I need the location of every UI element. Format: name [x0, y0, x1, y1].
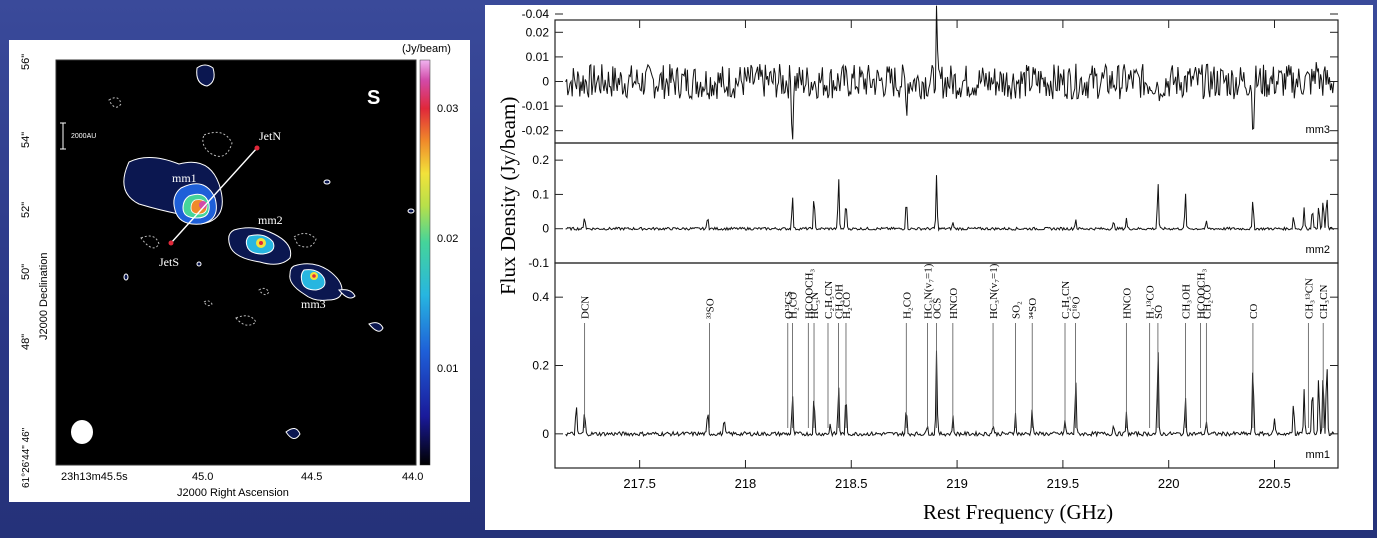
colorbar-tick-003: 0.03 [437, 103, 458, 115]
panel-letter: S [367, 87, 380, 109]
ytick-46: 61°26'44" 46" [21, 427, 32, 488]
map-area [55, 59, 417, 466]
ytick-label-mm3-4: -0.01 [522, 99, 550, 113]
jet-s-marker [168, 240, 174, 246]
label-jet-n: JetN [259, 129, 281, 143]
ytick-48: 48" [20, 334, 32, 350]
xtick-label-4: 219.5 [1047, 476, 1080, 491]
line-id-label-25: CH₃¹³CN [1303, 278, 1315, 319]
ytick-label-mm2-0: 0.2 [532, 153, 549, 167]
line-id-label-10: HC₃N(v₇=1) [922, 263, 934, 319]
xtick-45-0: 45.0 [192, 471, 213, 483]
line-id-label-21: CH₃OH [1180, 284, 1192, 319]
ytick-label-mm1-0: 0.4 [532, 290, 549, 304]
continuum-map-svg: JetS JetN mm1 mm2 mm3 S 2000AU 54" 56" 5… [20, 43, 458, 499]
ytick-50: 50" [20, 264, 32, 280]
xtick-label-0: 217.5 [623, 476, 656, 491]
line-id-label-16: C₂H₅CN [1060, 281, 1072, 319]
line-id-label-12: HNCO [948, 288, 960, 319]
ytick-label-mm3-0: -0.04 [522, 7, 550, 21]
line-id-label-11: OCS [932, 298, 944, 319]
spectra-ylabel: Flux Density (Jy/beam) [496, 97, 520, 295]
ytick-label-mm3-5: -0.02 [522, 124, 550, 138]
line-id-label-0: DCN [580, 296, 592, 319]
line-id-label-20: SO [1153, 305, 1165, 319]
xtick-label-2: 218.5 [835, 476, 868, 491]
panel-frame-mm2 [554, 142, 1339, 264]
source-mm3 [289, 263, 356, 301]
label-jet-s: JetS [159, 255, 179, 269]
line-id-label-15: ³⁴SO [1027, 298, 1039, 319]
line-id-label-2: O¹³CS [783, 291, 795, 319]
colorbar-unit: (Jy/beam) [402, 43, 451, 55]
ytick-label-mm3-1: 0.02 [526, 25, 550, 39]
scale-bar-label: 2000AU [71, 133, 96, 140]
xtick-label-5: 220 [1158, 476, 1180, 491]
map-ylabel: J2000 Declination [38, 253, 50, 340]
line-id-label-9: H₂CO [901, 292, 913, 319]
spectra-xlabel: Rest Frequency (GHz) [923, 500, 1113, 524]
continuum-map-panel: JetS JetN mm1 mm2 mm3 S 2000AU 54" 56" 5… [9, 40, 470, 502]
xtick-label-6: 220.5 [1258, 476, 1291, 491]
negative-contours [108, 97, 317, 326]
line-id-label-14: SO₂ [1010, 301, 1022, 319]
line-id-label-18: HNCO [1121, 288, 1133, 319]
xtick-44-0: 44.0 [402, 471, 423, 483]
spectra-panel: Flux Density (Jy/beam) Rest Frequency (G… [485, 5, 1373, 530]
ytick-54: 54" [20, 132, 32, 148]
label-mm1: mm1 [172, 171, 197, 185]
jet-axis-line [170, 147, 258, 244]
line-id-label-7: CH₃OH [834, 284, 846, 319]
panel-label-mm2: mm2 [1306, 244, 1330, 256]
ytick-56: 56" [20, 54, 32, 70]
spectrum-mm1 [565, 350, 1335, 438]
line-id-label-22: HCOOCH₃ [1195, 269, 1207, 319]
spectrum-mm2 [565, 175, 1335, 232]
line-id-label-1: ³³SO [704, 298, 716, 319]
panel-frame-mm1 [554, 262, 1339, 469]
ytick-label-mm1-1: 0.2 [532, 359, 549, 373]
line-id-label-4: HCOOCH₃ [803, 269, 815, 319]
colorbar-tick-002: 0.02 [437, 233, 458, 245]
xtick-44-5: 44.5 [301, 471, 322, 483]
label-mm3: mm3 [301, 297, 326, 311]
spectrum-mm3 [565, 5, 1335, 140]
xtick-label-3: 219 [946, 476, 968, 491]
panel-label-mm1: mm1 [1306, 449, 1330, 461]
xtick-label-1: 218 [735, 476, 757, 491]
source-mm2 [228, 227, 292, 265]
ytick-label-mm2-1: 0.1 [532, 187, 549, 201]
line-id-label-6: C₂H₅CN [823, 281, 835, 319]
extra-emission [123, 64, 415, 439]
map-xlabel: J2000 Right Ascension [177, 487, 289, 499]
xtick-45-5: 23h13m45.5s [61, 471, 128, 483]
line-id-label-19: H₂¹³CO [1145, 285, 1157, 319]
beam-ellipse [71, 420, 93, 444]
line-id-label-23: CH₂CO [1201, 285, 1213, 319]
colorbar-tick-001: 0.01 [437, 363, 458, 375]
ytick-label-mm2-2: 0 [542, 222, 549, 236]
line-id-label-17: C¹⁸O [1071, 297, 1083, 319]
line-id-label-3: H₂CO [787, 292, 799, 319]
spectra-content: -0.04 0.02 0.01 0 -0.01 -0.02 mm3 0.2 0.1 0 -0.1 mm… [522, 5, 1339, 491]
ytick-label-mm3-3: 0 [542, 75, 549, 89]
ytick-label-mm2-3: -0.1 [528, 256, 549, 270]
line-id-label-13: HC₃N(v₇=1) [988, 263, 1000, 319]
line-id-label-5: HC₃N [809, 292, 821, 319]
colorbar [419, 59, 431, 466]
spectra-svg: Flux Density (Jy/beam) Rest Frequency (G… [496, 5, 1339, 524]
source-mm1 [123, 157, 223, 225]
ytick-label-mm3-2: 0.01 [526, 50, 550, 64]
scale-bar: 2000AU [60, 122, 96, 150]
line-id-label-26: CH₃CN [1318, 285, 1330, 319]
panel-label-mm3: mm3 [1306, 124, 1330, 136]
line-id-label-24: CO [1248, 304, 1260, 319]
line-id-label-8: H₂CO [841, 292, 853, 319]
ytick-label-mm1-2: 0 [542, 427, 549, 441]
label-mm2: mm2 [258, 213, 283, 227]
jet-n-marker [254, 145, 260, 151]
ytick-52: 52" [20, 202, 32, 218]
